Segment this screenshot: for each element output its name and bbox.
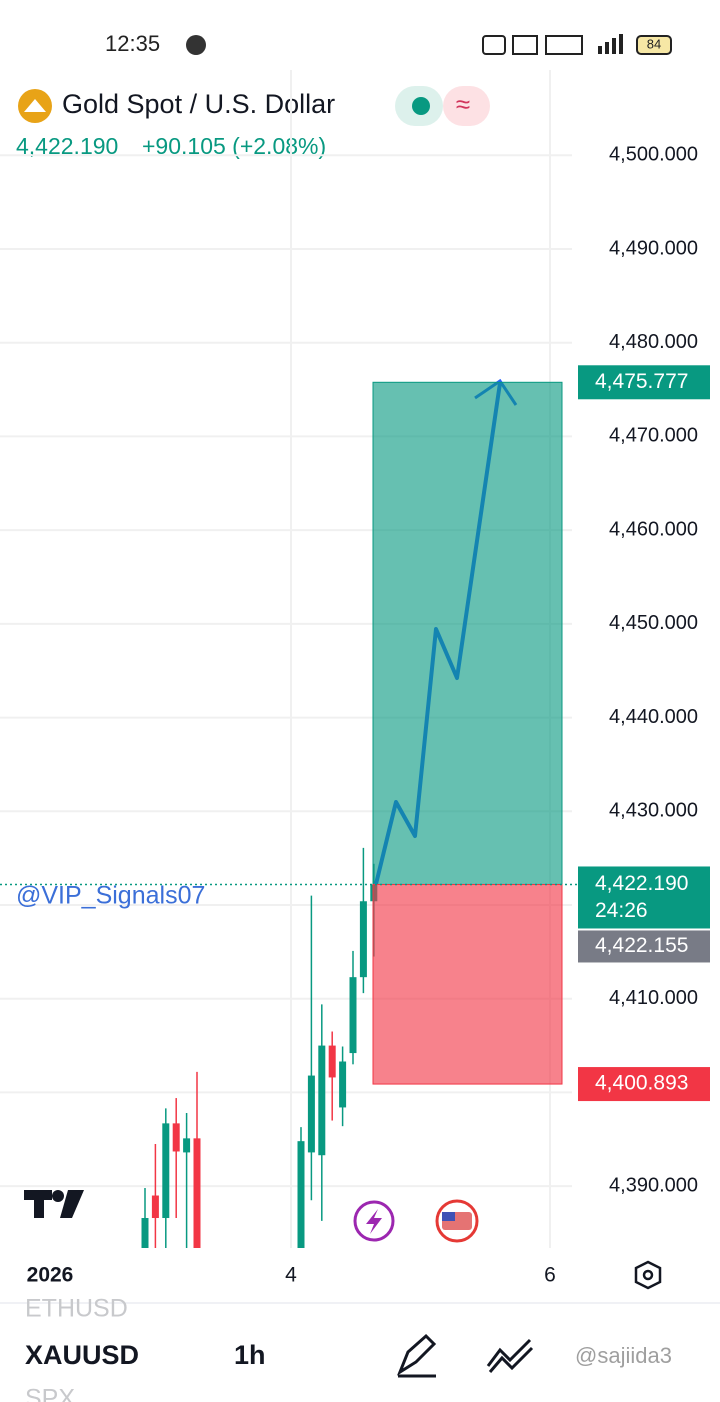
symbol-title[interactable]: Gold Spot / U.S. Dollar bbox=[62, 89, 335, 119]
y-tick-label: 4,490.000 bbox=[609, 237, 698, 259]
x-tick-label: 6 bbox=[544, 1264, 556, 1287]
candle-body bbox=[328, 1045, 336, 1078]
y-tick-label: 4,500.000 bbox=[609, 144, 698, 166]
target-zone bbox=[372, 381, 563, 885]
price-marker-label: 4,400.893 bbox=[595, 1072, 688, 1095]
battery-level: 84 bbox=[647, 36, 661, 51]
settings-glyph bbox=[642, 1269, 654, 1281]
y-tick-label: 4,390.000 bbox=[609, 1174, 698, 1196]
symbol-next[interactable]: SPX bbox=[25, 1385, 75, 1402]
symbol-current[interactable]: XAUUSD bbox=[25, 1340, 139, 1370]
price-marker bbox=[578, 365, 710, 400]
candle-body bbox=[318, 1045, 326, 1156]
status-icon bbox=[186, 35, 206, 55]
watermark: @VIP_Signals07 bbox=[16, 882, 205, 910]
y-tick-label: 4,450.000 bbox=[609, 612, 698, 634]
interval[interactable]: 1h bbox=[234, 1340, 266, 1370]
candle-body bbox=[359, 901, 367, 978]
candle-body bbox=[172, 1123, 180, 1152]
candle-body bbox=[349, 977, 357, 1054]
flag-canton bbox=[442, 1212, 455, 1221]
y-tick-label: 4,480.000 bbox=[609, 331, 698, 353]
candle-body bbox=[183, 1138, 191, 1153]
prev-price-marker bbox=[578, 930, 710, 963]
indicator-tool[interactable] bbox=[486, 1338, 534, 1373]
price-marker-label: 4,475.777 bbox=[595, 370, 688, 393]
candle-body bbox=[151, 1195, 159, 1219]
y-tick-label: 4,440.000 bbox=[609, 706, 698, 728]
candle-body bbox=[193, 1138, 201, 1248]
candle-body bbox=[141, 1218, 149, 1248]
y-tick-label: 4,410.000 bbox=[609, 987, 698, 1009]
candle-body bbox=[307, 1075, 315, 1153]
delay-badge[interactable] bbox=[443, 86, 490, 126]
draw-tool[interactable] bbox=[396, 1333, 437, 1378]
y-tick-label: 4,470.000 bbox=[609, 425, 698, 447]
events-glyph bbox=[366, 1209, 382, 1234]
x-tick-label: 4 bbox=[285, 1264, 297, 1287]
market-open-dot bbox=[412, 97, 430, 115]
status-icons bbox=[482, 34, 672, 55]
symbol-icon-glyph bbox=[24, 99, 46, 112]
price-marker bbox=[578, 866, 710, 929]
credit: @sajiida3 bbox=[575, 1343, 672, 1368]
delay-icon: ≈ bbox=[456, 89, 470, 119]
tv-logo bbox=[24, 1190, 84, 1218]
candle-body bbox=[162, 1123, 170, 1219]
x-tick-label: 2026 bbox=[27, 1264, 74, 1287]
x-axis: 2026 4 6 bbox=[27, 1264, 556, 1287]
price-marker bbox=[578, 1067, 710, 1102]
prev-price-label: 4,422.155 bbox=[595, 934, 688, 957]
countdown: 24:26 bbox=[595, 899, 648, 922]
y-tick-label: 4,460.000 bbox=[609, 518, 698, 540]
symbol-prev[interactable]: ETHUSD bbox=[25, 1295, 128, 1323]
candle-body bbox=[297, 1141, 305, 1248]
settings-icon[interactable] bbox=[634, 1260, 662, 1290]
candle-body bbox=[339, 1061, 347, 1108]
stop-zone bbox=[372, 883, 563, 1085]
status-time: 12:35 bbox=[105, 31, 160, 56]
y-tick-label: 4,430.000 bbox=[609, 800, 698, 822]
price-marker-label: 4,422.190 bbox=[595, 872, 688, 895]
